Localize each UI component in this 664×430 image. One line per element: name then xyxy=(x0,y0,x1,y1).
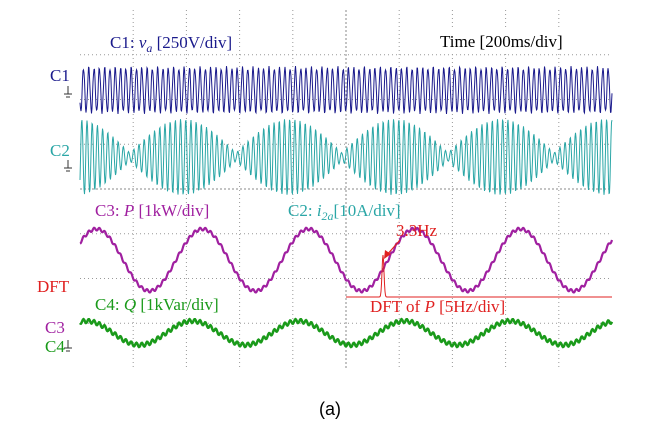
var: i xyxy=(317,201,322,220)
dft-wave xyxy=(346,254,612,298)
caption: (a) xyxy=(319,399,341,419)
c4-wave xyxy=(79,317,614,349)
c1-annotation: C1: va [250V/div] xyxy=(110,33,232,55)
waveforms xyxy=(79,65,614,349)
c2-wave xyxy=(79,118,613,196)
suffix: [1kVar/div] xyxy=(136,295,219,314)
arrow-head xyxy=(384,250,391,259)
time-label: Time [200ms/div] xyxy=(440,32,563,51)
ground-markers xyxy=(64,86,72,352)
scope-grid xyxy=(80,10,612,368)
prefix: C3: xyxy=(95,201,124,220)
c4-annotation: C4: Q [1kVar/div] xyxy=(95,295,219,314)
peak-label: 3.3Hz xyxy=(396,221,438,240)
c3-label: C3 xyxy=(45,318,65,337)
c3-wave xyxy=(79,226,614,294)
c1-label: C1 xyxy=(50,66,70,85)
var: v xyxy=(139,33,147,52)
c3-annotation: C3: P [1kW/div] xyxy=(95,201,209,220)
var: Q xyxy=(124,295,136,314)
prefix: DFT of xyxy=(370,297,424,316)
prefix: C1: xyxy=(110,33,139,52)
c1-wave xyxy=(79,65,613,115)
c2-label: C2 xyxy=(50,141,70,160)
var: P xyxy=(123,201,134,220)
time-box xyxy=(432,28,600,54)
suffix: [10A/div] xyxy=(334,201,401,220)
suffix: [5Hz/div] xyxy=(435,297,505,316)
suffix: [1kW/div] xyxy=(134,201,209,220)
dft-annotation: DFT of P [5Hz/div] xyxy=(370,297,505,316)
var: P xyxy=(423,297,434,316)
c2-annotation: C2: i2a[10A/div] xyxy=(288,201,401,223)
c4-label: C4 xyxy=(45,337,65,356)
suffix: [250V/div] xyxy=(152,33,232,52)
dft-label: DFT xyxy=(37,277,70,296)
sub: a xyxy=(146,41,152,55)
sub: 2a xyxy=(322,209,334,223)
prefix: C4: xyxy=(95,295,124,314)
prefix: C2: xyxy=(288,201,317,220)
